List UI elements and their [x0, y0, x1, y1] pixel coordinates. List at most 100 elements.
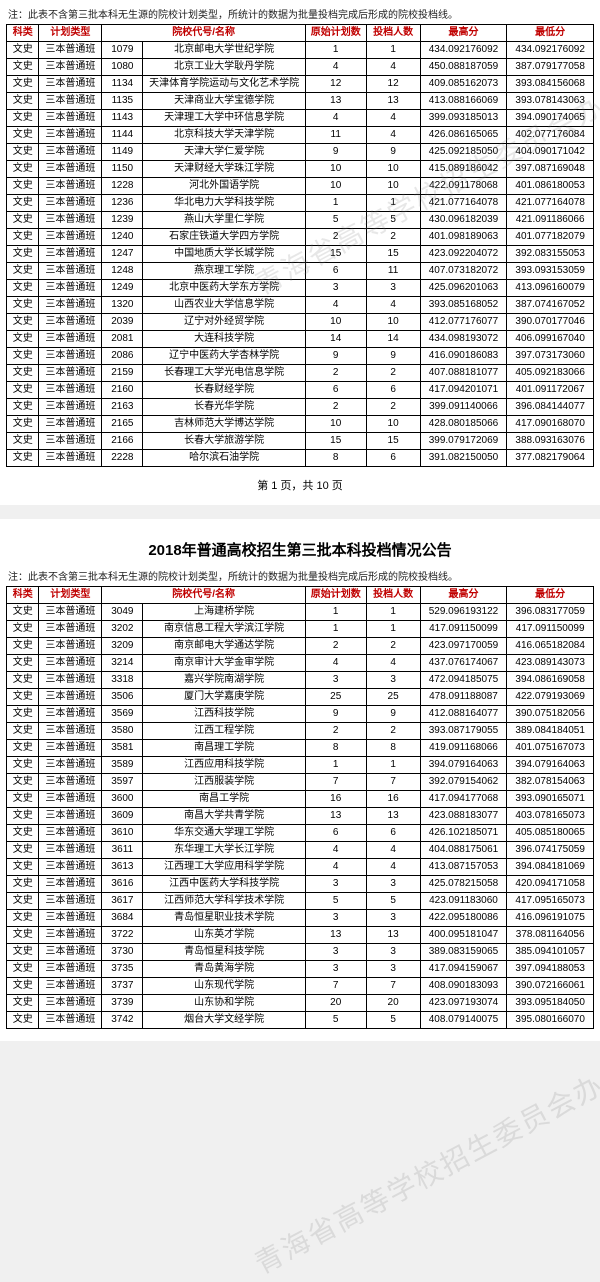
- table-cell: 9: [305, 706, 366, 723]
- table-cell: 3: [305, 944, 366, 961]
- table-cell: 三本普通班: [39, 927, 102, 944]
- pager: 第 1 页，共 10 页: [6, 467, 594, 493]
- table-cell: 三本普通班: [39, 604, 102, 621]
- table-cell: 4: [305, 297, 366, 314]
- table-cell: 南京审计大学金审学院: [143, 655, 305, 672]
- table-row: 文史三本普通班3735青岛黄海学院33417.094159067397.0941…: [7, 961, 594, 978]
- table-row: 文史三本普通班3600南昌工学院1616417.094177068393.090…: [7, 791, 594, 808]
- table-cell: 天津大学仁爱学院: [143, 144, 305, 161]
- table-cell: 10: [305, 416, 366, 433]
- table-cell: 3684: [102, 910, 143, 927]
- table-cell: 三本普通班: [39, 246, 102, 263]
- table-cell: 15: [305, 433, 366, 450]
- admissions-table-1: 科类 计划类型 院校代号/名称 原始计划数 投档人数 最高分 最低分 文史三本普…: [6, 24, 594, 467]
- table-cell: 3318: [102, 672, 143, 689]
- table-cell: 辽宁中医药大学杏林学院: [143, 348, 305, 365]
- table-cell: 417.094159067: [420, 961, 507, 978]
- table-cell: 4: [366, 110, 420, 127]
- table-cell: 3600: [102, 791, 143, 808]
- table-cell: 文史: [7, 314, 39, 331]
- table-cell: 江西师范大学科学技术学院: [143, 893, 305, 910]
- table-cell: 25: [366, 689, 420, 706]
- table-cell: 山东现代学院: [143, 978, 305, 995]
- table-cell: 三本普通班: [39, 893, 102, 910]
- table-cell: 417.094177068: [420, 791, 507, 808]
- table-cell: 江西科技学院: [143, 706, 305, 723]
- table-cell: 1150: [102, 161, 143, 178]
- table-cell: 393.095184050: [507, 995, 594, 1012]
- table-cell: 山西农业大学信息学院: [143, 297, 305, 314]
- table-cell: 1: [366, 42, 420, 59]
- table-cell: 文史: [7, 723, 39, 740]
- table-cell: 三本普通班: [39, 59, 102, 76]
- table-cell: 北京中医药大学东方学院: [143, 280, 305, 297]
- table-cell: 1247: [102, 246, 143, 263]
- table-cell: 425.092185050: [420, 144, 507, 161]
- table-cell: 2: [305, 229, 366, 246]
- table-cell: 401.077182079: [507, 229, 594, 246]
- table-cell: 3: [305, 910, 366, 927]
- table-cell: 三本普通班: [39, 399, 102, 416]
- table-row: 文史三本普通班3684青岛恒星职业技术学院33422.095180086416.…: [7, 910, 594, 927]
- table-cell: 9: [366, 144, 420, 161]
- table-cell: 3739: [102, 995, 143, 1012]
- table-cell: 395.080166070: [507, 1012, 594, 1029]
- table-cell: 401.091172067: [507, 382, 594, 399]
- table-cell: 文史: [7, 229, 39, 246]
- table-cell: 394.090174065: [507, 110, 594, 127]
- table-cell: 三本普通班: [39, 42, 102, 59]
- header-plan-type: 计划类型: [39, 25, 102, 42]
- table-cell: 江西应用科技学院: [143, 757, 305, 774]
- table-cell: 文史: [7, 842, 39, 859]
- table-cell: 4: [366, 127, 420, 144]
- table-cell: 文史: [7, 808, 39, 825]
- table-cell: 三本普通班: [39, 791, 102, 808]
- table-cell: 399.093185013: [420, 110, 507, 127]
- table-cell: 10: [366, 416, 420, 433]
- table-cell: 3730: [102, 944, 143, 961]
- table-cell: 13: [305, 808, 366, 825]
- table-cell: 425.078215058: [420, 876, 507, 893]
- header-min-score: 最低分: [507, 25, 594, 42]
- table-cell: 417.095165073: [507, 893, 594, 910]
- table-cell: 文史: [7, 638, 39, 655]
- table-cell: 397.087169048: [507, 161, 594, 178]
- table-cell: 4: [366, 297, 420, 314]
- table-cell: 422.095180086: [420, 910, 507, 927]
- table-cell: 文史: [7, 927, 39, 944]
- table-cell: 文史: [7, 672, 39, 689]
- table-cell: 393.085168052: [420, 297, 507, 314]
- table-cell: 三本普通班: [39, 450, 102, 467]
- table-cell: 13: [366, 93, 420, 110]
- table-cell: 文史: [7, 740, 39, 757]
- table-cell: 5: [305, 212, 366, 229]
- table-cell: 437.076174067: [420, 655, 507, 672]
- table-row: 文史三本普通班3737山东现代学院77408.090183093390.0721…: [7, 978, 594, 995]
- table-cell: 393.090165071: [507, 791, 594, 808]
- table-cell: 15: [366, 246, 420, 263]
- table-cell: 434.092176092: [507, 42, 594, 59]
- table-cell: 413.088166069: [420, 93, 507, 110]
- table-cell: 厦门大学嘉庚学院: [143, 689, 305, 706]
- table-cell: 394.084181069: [507, 859, 594, 876]
- table-cell: 三本普通班: [39, 365, 102, 382]
- table-cell: 11: [305, 127, 366, 144]
- table-cell: 4: [305, 655, 366, 672]
- table-cell: 6: [305, 263, 366, 280]
- table-cell: 3: [305, 280, 366, 297]
- table-row: 文史三本普通班3506厦门大学嘉庚学院2525478.091188087422.…: [7, 689, 594, 706]
- table-cell: 1134: [102, 76, 143, 93]
- table-cell: 三本普通班: [39, 93, 102, 110]
- table-cell: 3742: [102, 1012, 143, 1029]
- table-cell: 文史: [7, 604, 39, 621]
- table-cell: 文史: [7, 93, 39, 110]
- table-cell: 燕山大学里仁学院: [143, 212, 305, 229]
- table-cell: 394.079164063: [507, 757, 594, 774]
- table-row: 文史三本普通班2165吉林师范大学博达学院1010428.08018506641…: [7, 416, 594, 433]
- table-cell: 478.091188087: [420, 689, 507, 706]
- table-cell: 1248: [102, 263, 143, 280]
- table-cell: 529.096193122: [420, 604, 507, 621]
- table-cell: 10: [366, 178, 420, 195]
- table-cell: 423.092204072: [420, 246, 507, 263]
- header-original-plan: 原始计划数: [305, 587, 366, 604]
